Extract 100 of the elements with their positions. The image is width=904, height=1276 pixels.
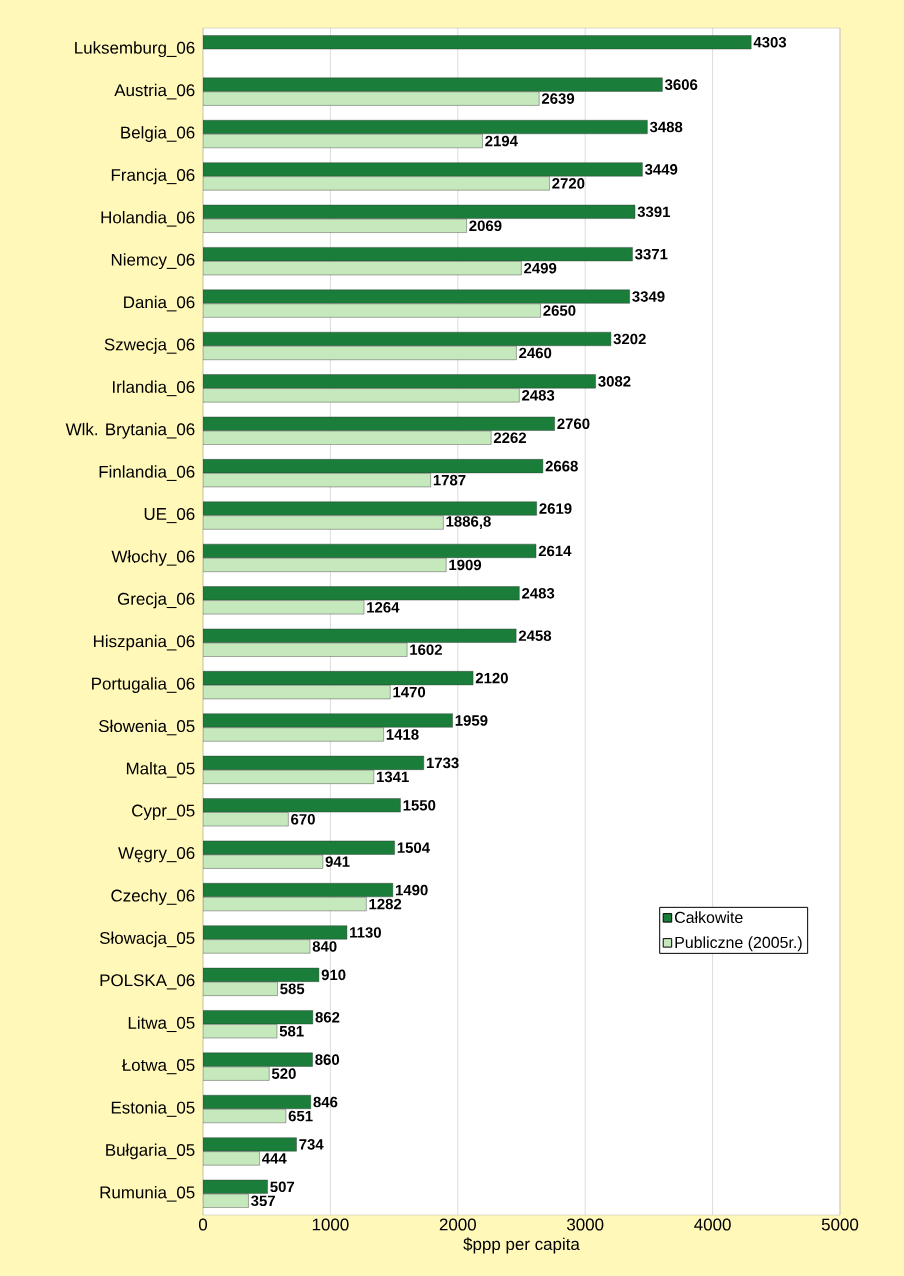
data-label: 1130 [350, 927, 381, 938]
y-tick-label: Szwecja_06 [104, 338, 195, 354]
data-label: 1470 [393, 686, 426, 698]
data-label: 520 [271, 1068, 296, 1079]
y-tick-label: Rumunia_05 [100, 1186, 195, 1202]
legend-label: Publiczne (2005r.) [675, 936, 802, 952]
y-tick-label: Austria_06 [114, 83, 195, 100]
data-label: 2760 [557, 418, 590, 430]
y-tick-label: Litwa_05 [128, 1016, 195, 1033]
data-label: 860 [315, 1054, 340, 1065]
x-axis-title: $ppp per capita [463, 1237, 580, 1254]
data-label: 444 [261, 1153, 287, 1164]
bar [203, 289, 630, 304]
data-label: 734 [299, 1139, 324, 1150]
y-tick-label: Łotwa_05 [121, 1059, 195, 1075]
bar [203, 1151, 260, 1166]
y-tick-label: Grecja_06 [117, 592, 195, 609]
data-label: 2614 [538, 545, 572, 557]
bar [203, 713, 453, 728]
data-label: 357 [251, 1195, 275, 1207]
y-tick-label: Finlandia_06 [99, 465, 195, 481]
bar [203, 91, 540, 106]
y-tick-label: Słowenia_05 [99, 719, 195, 736]
y-tick-label: Hiszpania_06 [93, 634, 195, 651]
data-label: 3349 [632, 291, 665, 302]
y-tick-label: Cypr_05 [132, 804, 195, 820]
data-label: 862 [315, 1011, 340, 1023]
y-tick-label: Estonia_05 [111, 1101, 195, 1117]
y-tick-label: POLSKA_06 [100, 974, 195, 990]
data-label: 2619 [539, 503, 572, 514]
data-label: 3371 [635, 248, 668, 260]
y-tick-label: Słowacja_05 [99, 931, 195, 948]
bar [203, 501, 537, 516]
data-label: 840 [312, 941, 337, 952]
bar [203, 77, 663, 92]
data-label: 1282 [369, 898, 402, 910]
data-label: 3082 [598, 376, 631, 387]
y-tick-label: Bułgaria_05 [106, 1143, 195, 1160]
data-label: 2483 [522, 390, 555, 401]
data-label: 2194 [485, 135, 518, 147]
data-label: 1602 [410, 644, 442, 655]
data-label: 1787 [433, 474, 466, 486]
bar [203, 374, 596, 389]
y-tick-label: Portugalia_06 [92, 677, 195, 693]
data-label: 3202 [613, 333, 646, 345]
data-label: 3606 [664, 79, 698, 90]
data-label: 2458 [518, 630, 552, 642]
data-label: 1341 [376, 771, 409, 783]
data-label: 1264 [367, 602, 400, 613]
x-tick-label: 4000 [694, 1218, 731, 1231]
data-label: 2650 [543, 305, 576, 316]
y-tick-label: Irlandia_06 [112, 380, 195, 397]
bar [203, 303, 541, 318]
data-label: 2668 [545, 460, 578, 472]
bar [203, 925, 348, 940]
data-label: 3488 [649, 121, 683, 133]
data-label: 1959 [455, 715, 488, 726]
data-label: 507 [270, 1181, 295, 1193]
bar [203, 939, 311, 954]
data-label: 1504 [397, 842, 430, 853]
y-tick-label: Dania_06 [124, 295, 195, 312]
y-tick-label: Belgia_06 [121, 126, 195, 142]
y-tick-label: Malta_05 [126, 762, 195, 778]
bar [203, 1066, 270, 1081]
data-label: 1733 [426, 757, 459, 769]
y-tick-label: Wlk. Brytania_06 [65, 422, 195, 439]
data-label: 4303 [753, 36, 787, 48]
data-label: 670 [291, 813, 315, 825]
data-label: 651 [288, 1110, 313, 1122]
data-label: 846 [313, 1096, 338, 1108]
data-label: 2499 [524, 262, 557, 274]
y-tick-label: Włochy_06 [111, 550, 195, 566]
data-label: 1550 [403, 800, 436, 811]
bar [203, 1137, 297, 1152]
data-label: 1490 [395, 884, 428, 896]
x-tick-label: 1000 [312, 1218, 349, 1231]
y-tick-label: Luksemburg_06 [75, 41, 195, 58]
y-tick-label: Węgry_06 [118, 846, 195, 863]
data-label: 585 [280, 983, 305, 995]
bar [203, 515, 444, 530]
y-tick-label: Niemcy_06 [111, 253, 195, 270]
bar [203, 176, 550, 191]
data-label: 2720 [552, 178, 585, 189]
data-label: 3449 [644, 164, 678, 175]
data-label: 581 [279, 1025, 304, 1037]
y-tick-label: Francja_06 [111, 168, 195, 185]
legend-label: Całkowite [675, 911, 743, 924]
data-label: 2483 [522, 588, 555, 599]
data-label: 3391 [637, 206, 671, 218]
bar [203, 727, 384, 742]
data-label: 1418 [386, 729, 419, 740]
data-label: 910 [321, 969, 346, 981]
x-tick-label: 5000 [821, 1218, 859, 1231]
data-label: 2460 [519, 347, 552, 359]
x-tick-label: 0 [198, 1218, 208, 1231]
data-label: 941 [325, 856, 350, 867]
y-tick-label: Holandia_06 [101, 210, 195, 227]
y-tick-label: UE_06 [144, 507, 195, 524]
bar [203, 162, 643, 177]
data-label: 2069 [469, 220, 502, 232]
